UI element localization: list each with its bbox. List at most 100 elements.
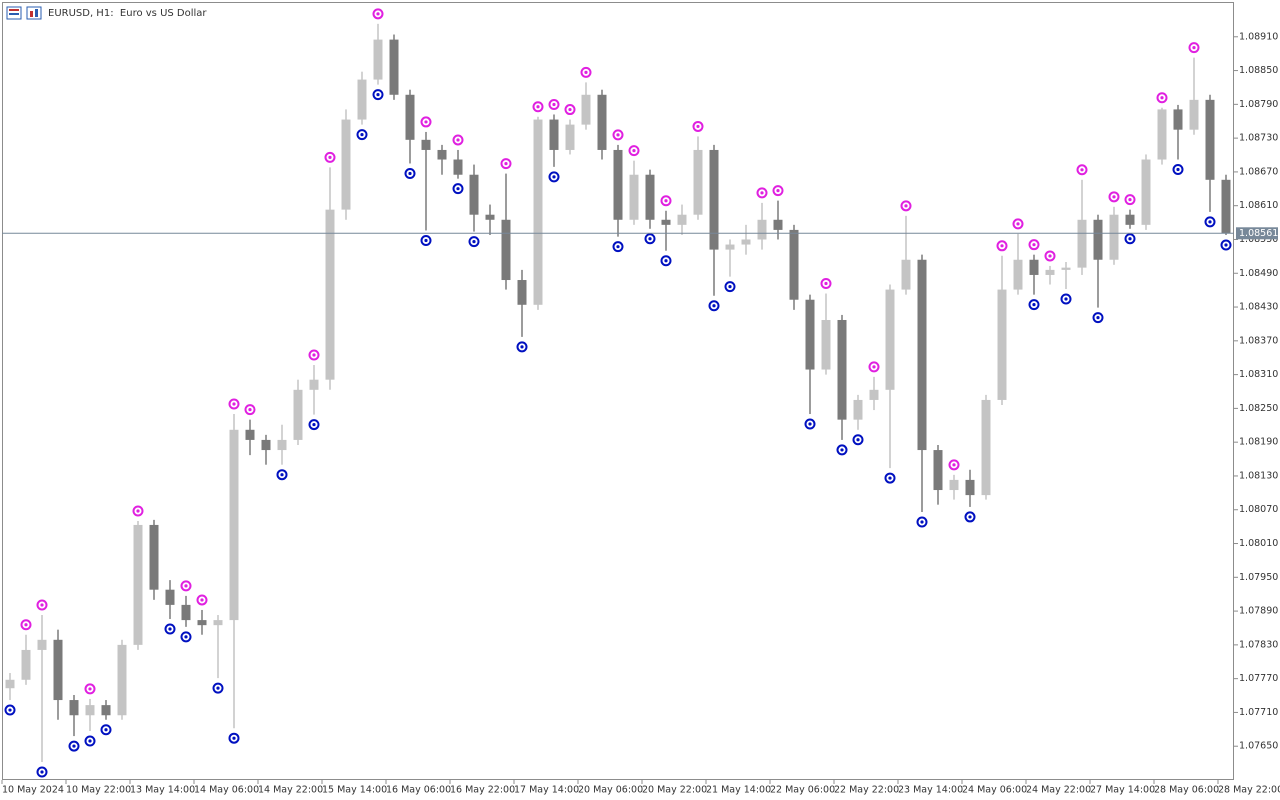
candle-body xyxy=(85,705,95,716)
fractal-dot xyxy=(1128,237,1132,241)
x-tick-label: 28 May 06:00 xyxy=(1154,785,1219,796)
y-tick-label: 1.07890 xyxy=(1239,606,1278,617)
fractal-dot xyxy=(616,133,620,137)
candle-body xyxy=(309,379,319,390)
plot-frame xyxy=(2,2,1234,780)
candle-body xyxy=(1125,214,1135,225)
icon-bar xyxy=(35,9,38,17)
x-tick-label: 20 May 06:00 xyxy=(578,785,643,796)
x-tick-label: 24 May 22:00 xyxy=(1026,785,1091,796)
fractal-dot xyxy=(760,191,764,195)
candle-body xyxy=(1029,259,1039,275)
candle-body xyxy=(821,319,831,370)
fractal-dot xyxy=(328,155,332,160)
fractal-dot xyxy=(824,281,828,286)
fractal-dot xyxy=(312,422,316,427)
candle-body xyxy=(373,39,383,80)
fractal-dot xyxy=(360,133,364,137)
fractal-dot xyxy=(1160,96,1164,100)
candle-body xyxy=(549,119,559,150)
candle-body xyxy=(853,399,863,420)
fractal-dot xyxy=(1192,46,1196,50)
fractal-dot xyxy=(584,70,588,74)
candle-body xyxy=(181,604,191,621)
y-tick-label: 1.07830 xyxy=(1239,639,1278,650)
candle-body xyxy=(533,119,543,305)
fractal-dot xyxy=(456,138,460,142)
x-tick-label: 27 May 14:00 xyxy=(1090,785,1155,796)
x-tick-label: 14 May 22:00 xyxy=(258,785,323,796)
candle-body xyxy=(165,589,175,605)
candle-body xyxy=(101,705,111,716)
candle-body xyxy=(757,219,767,240)
candle-body xyxy=(645,174,655,220)
fractal-dot xyxy=(232,736,236,740)
candle-body xyxy=(997,289,1007,400)
candle-body xyxy=(389,39,399,95)
x-tick-label: 17 May 14:00 xyxy=(514,785,579,796)
fractal-dot xyxy=(840,448,844,452)
y-tick-label: 1.08370 xyxy=(1239,335,1278,346)
fractal-dot xyxy=(184,635,188,639)
fractal-dot xyxy=(424,120,428,124)
y-tick-label: 1.08910 xyxy=(1239,31,1278,42)
y-tick-label: 1.08850 xyxy=(1239,65,1278,76)
fractal-dot xyxy=(232,402,236,406)
y-tick-label: 1.08490 xyxy=(1239,268,1278,279)
x-tick-label: 15 May 14:00 xyxy=(322,785,387,796)
fractal-dot xyxy=(872,365,876,369)
candle-body xyxy=(517,280,527,305)
candle-body xyxy=(1045,269,1055,275)
candle-body xyxy=(1221,179,1231,234)
fractal-dot xyxy=(408,171,412,176)
candle-body xyxy=(501,219,511,281)
fractal-dot xyxy=(24,623,28,627)
fractal-dot xyxy=(952,463,956,467)
candle-body xyxy=(933,450,943,491)
fractal-dot xyxy=(376,93,380,97)
candle-body xyxy=(293,389,303,440)
candle-body xyxy=(485,214,495,220)
fractal-dot xyxy=(8,708,12,712)
fractal-dot xyxy=(104,728,108,732)
fractal-dot xyxy=(968,515,972,519)
fractal-dot xyxy=(1016,222,1020,226)
y-tick-label: 1.08310 xyxy=(1239,369,1278,380)
candle-body xyxy=(789,229,799,300)
x-tick-label: 13 May 14:00 xyxy=(130,785,195,796)
candle-body xyxy=(597,94,607,150)
x-tick-label: 21 May 14:00 xyxy=(706,785,771,796)
candle-body xyxy=(1205,99,1215,180)
fractal-dot xyxy=(1000,244,1004,248)
y-tick-label: 1.08550 xyxy=(1239,234,1278,245)
fractal-dot xyxy=(72,744,76,748)
candle-body xyxy=(869,389,879,400)
y-tick-label: 1.07650 xyxy=(1239,741,1278,752)
y-tick-label: 1.08190 xyxy=(1239,437,1278,448)
candle-body xyxy=(133,524,143,645)
candle-body xyxy=(69,700,79,716)
candle-body xyxy=(21,649,31,680)
candle-body xyxy=(1189,99,1199,130)
candle-body xyxy=(277,439,287,451)
fractal-dot xyxy=(1112,195,1116,199)
fractal-dot xyxy=(1176,167,1180,172)
candle-body xyxy=(949,479,959,491)
x-tick-label: 16 May 06:00 xyxy=(386,785,451,796)
fractal-dot xyxy=(136,509,140,513)
y-tick-label: 1.07770 xyxy=(1239,673,1278,684)
fractal-dot xyxy=(1096,316,1100,320)
fractal-dot xyxy=(376,12,380,16)
candle-body xyxy=(565,124,575,150)
x-tick-label: 10 May 22:00 xyxy=(66,785,131,796)
candle-body xyxy=(405,94,415,140)
x-tick-label: 23 May 14:00 xyxy=(898,785,963,796)
fractal-dot xyxy=(248,408,252,412)
candle-body xyxy=(901,259,911,290)
x-tick-label: 14 May 06:00 xyxy=(194,785,259,796)
x-tick-label: 10 May 2024 xyxy=(2,785,64,796)
candle-body xyxy=(917,259,927,451)
candle-body xyxy=(805,299,815,370)
fractal-dot xyxy=(216,686,220,690)
